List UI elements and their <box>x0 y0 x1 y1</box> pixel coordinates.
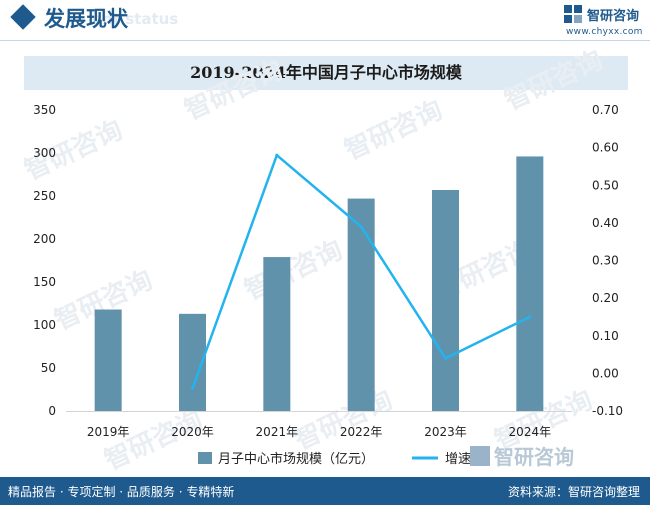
brand-name: 智研咨询 <box>587 9 640 24</box>
y-left-tick-label: 50 <box>41 361 56 375</box>
y-right-tick-label: 0.70 <box>592 103 619 117</box>
growth-point[interactable] <box>275 153 279 157</box>
bar-2021年[interactable] <box>263 257 291 411</box>
y-left-tick-label: 250 <box>33 189 56 203</box>
x-tick-label: 2022年 <box>340 425 383 439</box>
growth-point[interactable] <box>191 386 194 390</box>
x-tick-label: 2020年 <box>171 425 214 439</box>
y-left-tick-label: 0 <box>48 404 56 418</box>
y-left-tick-label: 350 <box>33 103 56 117</box>
bar-2019年[interactable] <box>94 309 122 411</box>
y-right-tick-label: 0.50 <box>592 178 619 192</box>
growth-point[interactable] <box>359 225 363 229</box>
chart-title-bar: 2019-2024年中国月子中心市场规模 <box>24 56 628 90</box>
bar-2023年[interactable] <box>432 189 459 411</box>
y-left-tick-label: 200 <box>33 232 56 246</box>
y-right-tick-label: 0.20 <box>592 291 619 305</box>
growth-point[interactable] <box>444 356 447 360</box>
brand-stamp-text: 智研咨询 <box>494 445 574 469</box>
chart-title: 2019-2024年中国月子中心市场规模 <box>190 63 462 82</box>
legend-label-line: 增速 <box>445 452 471 467</box>
data-source: 资料来源：智研咨询整理 <box>507 485 640 499</box>
header-divider <box>0 40 650 41</box>
y-right-tick-label: 0.10 <box>592 329 619 343</box>
y-right-tick-label: 0.30 <box>592 254 619 268</box>
brand-logo-icon <box>564 5 582 23</box>
x-tick-label: 2021年 <box>256 425 299 439</box>
bar-2024年[interactable] <box>516 156 544 411</box>
growth-point[interactable] <box>528 315 532 319</box>
y-right-tick-label: 0.40 <box>592 216 619 230</box>
watermark-text: 智研咨询 <box>290 384 397 456</box>
section-subtitle: ent status <box>92 10 179 28</box>
y-right-tick-label: 0.60 <box>592 141 619 155</box>
y-left-tick-label: 150 <box>33 275 56 289</box>
watermark-text: 智研咨询 <box>180 54 287 126</box>
footer-tagline: 精品报告 · 专项定制 · 品质服务 · 专精特新 <box>8 485 235 499</box>
brand-url[interactable]: www.chyxx.com <box>566 27 643 37</box>
legend-label-bar: 月子中心市场规模（亿元） <box>218 451 374 467</box>
y-left-tick-label: 100 <box>33 318 56 332</box>
watermark-text: 智研咨询 <box>100 404 207 476</box>
y-right-tick-label: -0.10 <box>592 404 623 418</box>
section-title: 发展现状 <box>44 7 128 31</box>
brand-stamp-icon <box>470 446 490 466</box>
y-left-tick-label: 300 <box>33 146 56 160</box>
section-header: ent status 发展现状 智研咨询 www.chyxx.com <box>0 0 650 44</box>
watermark-text: 智研咨询 <box>340 94 447 166</box>
x-tick-label: 2024年 <box>509 425 552 439</box>
x-tick-label: 2023年 <box>424 425 467 439</box>
x-tick-label: 2019年 <box>87 425 130 439</box>
y-right-tick-label: 0.00 <box>592 366 619 380</box>
bar-2022年[interactable] <box>347 198 375 411</box>
footer-bar: 精品报告 · 专项定制 · 品质服务 · 专精特新 资料来源：智研咨询整理 <box>0 477 650 505</box>
watermark-text: 智研咨询 <box>240 234 347 306</box>
legend-swatch-bar <box>198 452 212 464</box>
